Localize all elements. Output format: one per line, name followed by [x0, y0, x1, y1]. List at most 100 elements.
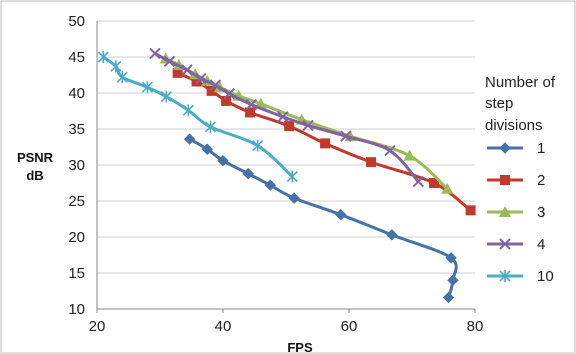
legend-swatch-marker-3: [499, 206, 511, 217]
series-1: [183, 133, 459, 304]
y-tick-label-25: 25: [68, 193, 85, 210]
series-4-point-10: [384, 144, 396, 157]
y-tick-label-30: 30: [68, 157, 85, 174]
series-2-point-7: [366, 157, 377, 168]
series-10-point-1: [110, 60, 122, 73]
series-1-point-2: [217, 154, 229, 167]
series-1-point-10: [442, 291, 455, 304]
tick-labels: 10 15 20 25 30 35 40 45 50 20 40 60 80: [68, 13, 483, 335]
x-tick-label-40: 40: [215, 318, 232, 335]
series-1-point-1: [201, 143, 213, 155]
series-1-point-4: [264, 179, 276, 191]
legend-label-10: 10: [537, 268, 554, 285]
y-tick-label-15: 15: [68, 265, 85, 282]
legend-title-line-3: divisions: [485, 117, 543, 134]
series-1-point-5: [288, 192, 300, 204]
series-4-point-1-stroke-b: [163, 55, 176, 68]
legend-entry-10: 10: [487, 268, 554, 285]
series-10-point-6: [204, 120, 216, 133]
series-4-point-3: [195, 72, 207, 85]
y-tick-label-50: 50: [68, 13, 85, 30]
series-4-point-8: [302, 119, 314, 132]
series-1-point-3: [242, 167, 254, 180]
x-tick-label-60: 60: [341, 318, 358, 335]
series-4-point-9-stroke-b: [340, 130, 352, 142]
y-axis-title-line-1: PSNR: [17, 150, 54, 165]
series-4-point-3-stroke-b: [195, 72, 207, 85]
legend-entry-1: 1: [487, 140, 545, 157]
series-2-point-3: [221, 95, 232, 106]
legend-entry-4: 4: [487, 236, 545, 253]
y-tick-label-40: 40: [68, 85, 85, 102]
legend-title-line-1: Number of: [485, 74, 556, 91]
series-4: [149, 47, 425, 188]
series-2-point-1: [191, 76, 202, 87]
legend-entry-3: 3: [487, 204, 545, 221]
series-4-point-11: [412, 175, 425, 188]
y-tick-label-20: 20: [68, 229, 85, 246]
series-4-point-2-stroke-b: [181, 64, 193, 76]
series-1-point-0: [183, 133, 196, 145]
series-10-point-2: [116, 71, 128, 84]
legend-swatch-marker-2: [500, 175, 510, 185]
legend-label-4: 4: [537, 236, 545, 253]
y-tick-label-35: 35: [68, 121, 85, 138]
series-10-point-0: [97, 51, 109, 63]
series-4-point-11-stroke-b: [412, 175, 425, 188]
series-10: [97, 51, 298, 183]
series-4-point-6: [245, 98, 258, 111]
series-2-point-0: [172, 67, 183, 78]
y-tick-label-10: 10: [68, 301, 85, 318]
axes: [96, 21, 476, 313]
series-2-point-8: [429, 178, 440, 188]
series-4-point-8-stroke-b: [302, 119, 314, 132]
series-2-point-6: [320, 138, 331, 149]
legend-swatch-marker-4-stroke-b: [499, 238, 511, 250]
legend: Number of step divisions 1 2 3 4 10: [485, 74, 556, 285]
legend-label-1: 1: [537, 140, 545, 157]
series-4-point-10-stroke-b: [384, 144, 396, 157]
series-3-point-9: [403, 149, 416, 161]
series-1-point-6: [335, 208, 347, 221]
series-2-point-2: [206, 85, 217, 96]
series-10-point-7: [252, 139, 264, 152]
series-10-point-5: [182, 104, 194, 117]
series-4-point-9: [340, 130, 352, 142]
series-4-point-7-stroke-b: [277, 111, 289, 123]
series-4-point-4-stroke-b: [209, 79, 222, 91]
x-tick-label-80: 80: [467, 318, 484, 335]
series-10-point-3: [141, 81, 153, 94]
series-2-point-5: [284, 121, 295, 132]
x-tick-label-20: 20: [89, 318, 106, 335]
series-2: [172, 67, 476, 216]
legend-label-2: 2: [537, 172, 545, 189]
series-4-point-5: [223, 88, 236, 100]
series-4-point-2: [181, 64, 193, 76]
series-4-point-0-stroke-b: [149, 47, 161, 60]
series-2-point-9: [465, 205, 476, 216]
series-1-point-7: [386, 229, 398, 241]
series-1-point-9: [447, 274, 459, 286]
series-2-point-4: [245, 107, 256, 118]
legend-swatch-marker-4: [499, 238, 511, 250]
series-4-point-7: [277, 111, 289, 123]
legend-entry-2: 2: [487, 172, 545, 189]
series-10-point-8: [286, 170, 298, 183]
legend-swatch-marker-10: [499, 270, 511, 282]
series-line-2: [177, 71, 472, 212]
legend-label-3: 3: [537, 204, 545, 221]
y-tick-label-45: 45: [68, 49, 85, 66]
series-4-point-6-stroke-b: [245, 98, 258, 111]
x-axis-title: FPS: [287, 340, 313, 354]
series-1-point-8: [445, 252, 457, 264]
series-4-point-4: [209, 79, 222, 91]
legend-title-line-2: step: [485, 95, 513, 112]
series-4-point-0: [149, 47, 161, 60]
series-4-point-5-stroke-b: [223, 88, 236, 100]
series-3-point-10: [441, 182, 454, 194]
legend-swatch-marker-1: [499, 142, 511, 154]
y-axis-title-line-2: dB: [26, 168, 43, 183]
